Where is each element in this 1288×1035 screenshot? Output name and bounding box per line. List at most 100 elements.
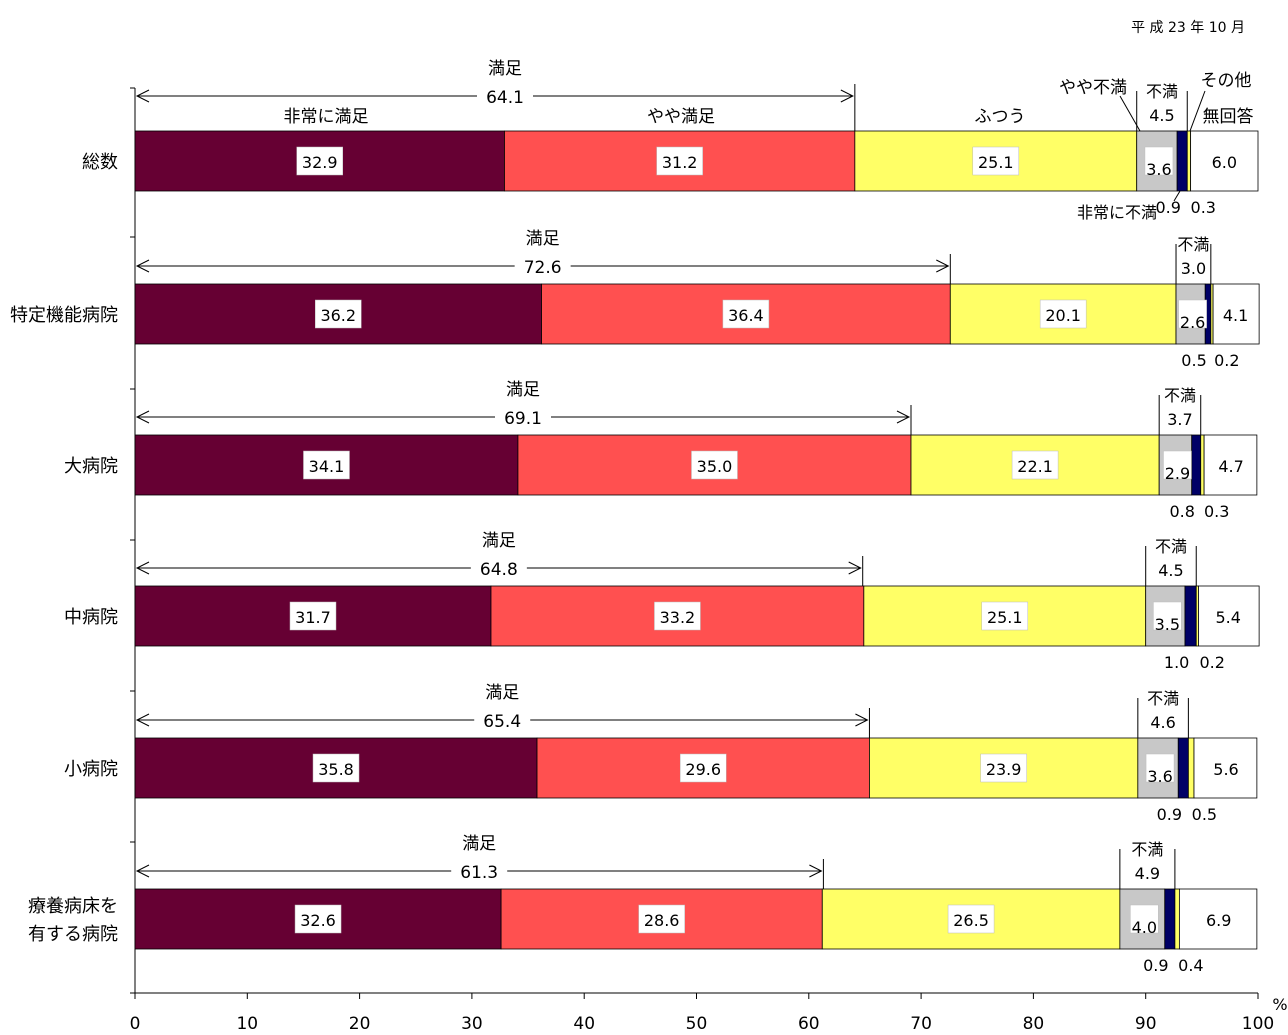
manzoku-value: 61.3 bbox=[460, 863, 498, 883]
value-label: 25.1 bbox=[978, 153, 1014, 172]
manzoku-value-bg bbox=[477, 82, 533, 110]
x-tick-label: 60 bbox=[798, 1014, 820, 1034]
fuman-value: 4.9 bbox=[1135, 864, 1160, 883]
value-label: 33.2 bbox=[660, 608, 696, 627]
manzoku-value: 72.6 bbox=[524, 258, 562, 278]
x-tick-label: 90 bbox=[1135, 1014, 1157, 1034]
value-label: 4.1 bbox=[1223, 306, 1248, 325]
x-tick-label: 100 bbox=[1242, 1014, 1274, 1034]
value-label-box bbox=[303, 450, 350, 480]
manzoku-value: 69.1 bbox=[504, 409, 542, 429]
series-label-sonota: その他 bbox=[1201, 71, 1252, 91]
value-label: 5.6 bbox=[1213, 760, 1238, 779]
bar-segment bbox=[1212, 283, 1260, 345]
manzoku-arrow-left bbox=[135, 410, 150, 424]
value-label: 29.6 bbox=[685, 760, 721, 779]
value-label-box bbox=[679, 753, 727, 783]
bar-segment bbox=[1184, 585, 1197, 647]
value-label-box bbox=[972, 146, 1020, 176]
value-label: 31.7 bbox=[295, 608, 331, 627]
date-label: 平 成 23 年 10 月 bbox=[1131, 20, 1245, 36]
manzoku-arrow-right bbox=[848, 561, 862, 575]
value-label-box bbox=[1130, 904, 1159, 934]
manzoku-arrow-left bbox=[135, 713, 150, 727]
x-tick-label: 30 bbox=[461, 1014, 483, 1034]
hijou-fuman-value: 0.9 bbox=[1155, 198, 1180, 217]
manzoku-arrow-right bbox=[809, 864, 823, 878]
value-label: 5.4 bbox=[1216, 608, 1241, 627]
value-label-box bbox=[1144, 146, 1174, 176]
series-label-yaya-fuman: やや不満 bbox=[1059, 78, 1127, 98]
bar-segment bbox=[1176, 130, 1188, 192]
value-label-box bbox=[691, 450, 738, 480]
sonota-value: 0.5 bbox=[1192, 805, 1217, 824]
value-label-box bbox=[1039, 299, 1087, 329]
bar-segment bbox=[1177, 737, 1189, 799]
hijou-fuman-value: 0.9 bbox=[1157, 805, 1182, 824]
value-label: 32.9 bbox=[302, 153, 338, 172]
series-label-yaya-manzoku: やや満足 bbox=[647, 107, 715, 127]
value-label: 22.1 bbox=[1017, 457, 1053, 476]
manzoku-value: 64.1 bbox=[486, 88, 524, 108]
fuman-value: 4.5 bbox=[1158, 561, 1183, 580]
bar-segment bbox=[1178, 888, 1258, 950]
value-label: 36.4 bbox=[728, 306, 764, 325]
x-tick-label: 0 bbox=[130, 1014, 141, 1034]
manzoku-label: 満足 bbox=[506, 380, 540, 400]
manzoku-label: 満足 bbox=[488, 59, 522, 79]
x-tick-label: 40 bbox=[573, 1014, 595, 1034]
x-tick-label: 70 bbox=[910, 1014, 932, 1034]
manzoku-arrow-left bbox=[135, 259, 150, 273]
x-unit-label: % bbox=[1272, 995, 1287, 1014]
hijou-fuman-value: 1.0 bbox=[1164, 653, 1189, 672]
fuman-label: 不満 bbox=[1164, 386, 1196, 405]
value-label: 35.8 bbox=[318, 760, 354, 779]
value-label-box bbox=[296, 146, 343, 176]
manzoku-value-bg bbox=[494, 403, 551, 431]
series-label-futsuu: ふつう bbox=[975, 107, 1026, 127]
category-label: 大病院 bbox=[64, 456, 118, 477]
series-label-hijou-manzoku: 非常に満足 bbox=[284, 107, 369, 127]
value-label: 34.1 bbox=[309, 457, 345, 476]
x-tick-label: 80 bbox=[1023, 1014, 1045, 1034]
value-label-box bbox=[294, 904, 342, 934]
category-label: 特定機能病院 bbox=[10, 305, 118, 326]
value-label-box bbox=[654, 601, 701, 631]
manzoku-value-bg bbox=[451, 857, 508, 885]
yaya-fuman-leader bbox=[1119, 95, 1141, 132]
value-label-box bbox=[1011, 450, 1059, 480]
x-axis: 0 10 20 30 40 50 60 70 80 90 100% 総数特定機能病院大病院中病院小病院… bbox=[10, 87, 1288, 1034]
value-label-box bbox=[638, 904, 685, 934]
value-label-box bbox=[1145, 753, 1175, 783]
category-label: 小病院 bbox=[64, 759, 118, 780]
x-tick-label: 20 bbox=[349, 1014, 371, 1034]
manzoku-value-bg bbox=[474, 706, 531, 734]
value-label: 6.9 bbox=[1206, 911, 1231, 930]
value-label-box bbox=[656, 146, 703, 176]
sonota-value: 0.2 bbox=[1200, 653, 1225, 672]
manzoku-arrow-right bbox=[855, 713, 869, 727]
hijou-fuman-leader bbox=[1173, 190, 1181, 202]
sonota-value: 0.3 bbox=[1191, 198, 1216, 217]
category-label: 中病院 bbox=[64, 607, 118, 628]
value-label: 3.5 bbox=[1155, 615, 1180, 634]
value-label: 31.2 bbox=[662, 153, 698, 172]
value-label-box bbox=[1178, 299, 1207, 329]
manzoku-value-bg bbox=[514, 252, 571, 280]
value-label: 35.0 bbox=[697, 457, 733, 476]
manzoku-value-bg bbox=[470, 554, 527, 582]
x-tick-label: 10 bbox=[236, 1014, 258, 1034]
x-tick-label: 50 bbox=[686, 1014, 708, 1034]
sonota-value: 0.4 bbox=[1178, 956, 1203, 975]
value-label: 28.6 bbox=[644, 911, 680, 930]
fuman-value: 4.6 bbox=[1150, 713, 1175, 732]
value-label: 36.2 bbox=[320, 306, 356, 325]
category-label: 総数 bbox=[82, 152, 118, 173]
value-label-box bbox=[312, 753, 360, 783]
manzoku-label: 満足 bbox=[462, 834, 496, 854]
sonota-value: 0.2 bbox=[1214, 351, 1239, 370]
manzoku-arrow-left bbox=[135, 89, 150, 103]
bar-segment bbox=[1164, 888, 1176, 950]
fuman-label: 不満 bbox=[1131, 840, 1163, 859]
